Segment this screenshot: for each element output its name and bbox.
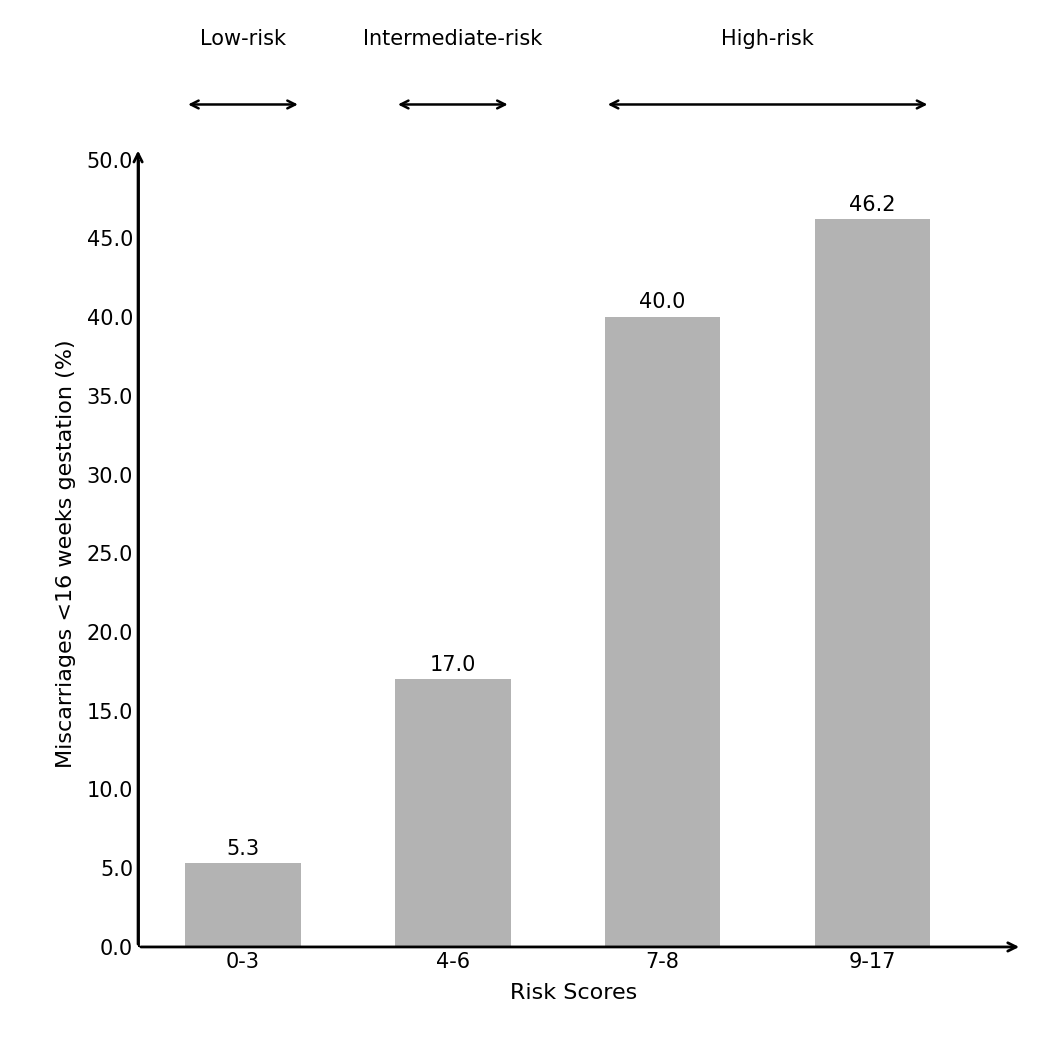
Bar [815, 219, 930, 947]
Bar [395, 679, 511, 947]
Text: 17.0: 17.0 [430, 654, 476, 675]
Text: 46.2: 46.2 [850, 195, 895, 215]
Text: Intermediate-risk: Intermediate-risk [363, 30, 543, 49]
X-axis label: Risk Scores: Risk Scores [510, 983, 637, 1003]
Bar [605, 317, 720, 947]
Text: 40.0: 40.0 [639, 293, 686, 313]
Text: Low-risk: Low-risk [200, 30, 286, 49]
Text: 5.3: 5.3 [226, 838, 259, 859]
Y-axis label: Miscarriages <16 weeks gestation (%): Miscarriages <16 weeks gestation (%) [55, 339, 75, 767]
Bar [185, 864, 301, 947]
Text: High-risk: High-risk [721, 30, 813, 49]
